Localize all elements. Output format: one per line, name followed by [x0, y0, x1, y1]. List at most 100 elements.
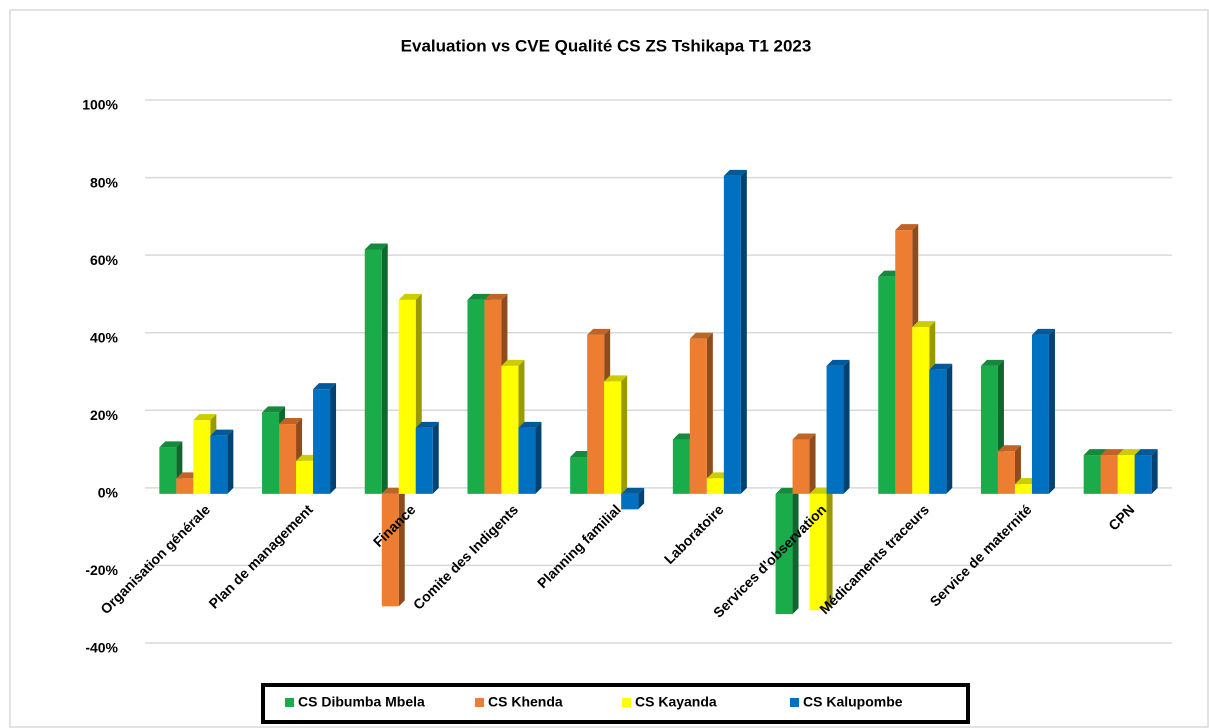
bar [296, 460, 314, 494]
bar-top [262, 406, 286, 413]
chart-title: Evaluation vs CVE Qualité CS ZS Tshikapa… [401, 36, 812, 55]
bar-top [689, 332, 713, 339]
bar-top [1134, 449, 1158, 456]
bar [1083, 455, 1101, 494]
bar [997, 451, 1015, 494]
bar-top [518, 421, 542, 428]
legend-swatch [790, 698, 799, 707]
bar [912, 327, 930, 494]
bar [826, 365, 844, 494]
bar [398, 299, 416, 494]
bar-top [398, 293, 422, 300]
bar-side [621, 375, 628, 494]
bar-top [1083, 449, 1107, 456]
bar-side [381, 243, 388, 494]
bar [809, 493, 827, 611]
bar-side [1048, 328, 1055, 494]
bar [467, 299, 485, 494]
bar-top [210, 429, 234, 436]
bar-side [843, 359, 850, 494]
bar-top [895, 224, 919, 231]
bar [1117, 455, 1135, 494]
bar [1134, 455, 1152, 494]
bar-top [604, 375, 628, 382]
bar [570, 457, 588, 494]
bar-top [364, 243, 388, 250]
bar [193, 420, 211, 494]
y-tick-label: -40% [85, 640, 118, 656]
bar-top [587, 328, 611, 335]
bar-side [809, 433, 816, 494]
bar [895, 230, 913, 494]
bar-side [330, 383, 337, 494]
bar-top [484, 293, 508, 300]
bar [210, 435, 228, 494]
bar [723, 175, 741, 494]
y-tick-label: 0% [98, 485, 119, 501]
bar [587, 334, 605, 494]
bar [313, 389, 331, 494]
bar [484, 299, 502, 494]
bar-side [1151, 449, 1158, 494]
bar-side [706, 332, 713, 494]
bar-top [1100, 449, 1124, 456]
bar [518, 427, 536, 494]
bar-top [159, 441, 183, 448]
y-tick-label: 60% [90, 252, 119, 268]
bar [501, 365, 519, 494]
bar-top [997, 445, 1021, 452]
bar [672, 439, 690, 494]
bar [364, 249, 382, 494]
legend-label: CS Kayanda [635, 694, 717, 710]
legend-swatch [475, 698, 484, 707]
bar-side [638, 487, 645, 510]
bar [159, 447, 177, 494]
bar [621, 493, 639, 510]
y-tick-label: 40% [90, 329, 119, 345]
bar-top [792, 433, 816, 440]
bar-top [313, 383, 337, 390]
bar [792, 439, 810, 494]
bar-top [980, 359, 1004, 366]
bar [980, 365, 998, 494]
bar [1031, 334, 1049, 494]
bar-side [826, 487, 833, 611]
y-tick-label: 20% [90, 407, 119, 423]
bar-top [723, 169, 747, 176]
y-tick-label: 80% [90, 174, 119, 190]
bar [381, 493, 399, 607]
bar [415, 427, 433, 494]
bar-top [826, 359, 850, 366]
y-tick-label: -20% [85, 562, 118, 578]
bar-top [193, 414, 217, 421]
bar-side [535, 421, 542, 494]
bar-top [279, 418, 303, 425]
bar-top [501, 359, 525, 366]
bar-top [1031, 328, 1055, 335]
bar-top [415, 421, 439, 428]
bar [689, 338, 707, 494]
bar-top [1117, 449, 1141, 456]
bar-side [946, 363, 953, 494]
bar-side [398, 487, 405, 607]
bar-top [621, 487, 645, 494]
y-tick-label: 100% [82, 97, 118, 113]
bar-side [432, 421, 439, 494]
bar [1014, 484, 1032, 494]
legend-swatch [622, 698, 631, 707]
bar [262, 412, 280, 494]
bar-side [227, 429, 234, 494]
bar-top [912, 321, 936, 328]
bar [775, 493, 793, 615]
legend-box [261, 683, 970, 724]
bar [1100, 455, 1118, 494]
bar [176, 478, 194, 494]
legend-label: CS Dibumba Mbela [298, 694, 425, 710]
bar [878, 276, 896, 494]
legend-label: CS Kalupombe [803, 694, 903, 710]
legend-label: CS Khenda [488, 694, 563, 710]
bar [706, 478, 724, 494]
bar-side [740, 169, 747, 494]
bar-top [467, 293, 491, 300]
